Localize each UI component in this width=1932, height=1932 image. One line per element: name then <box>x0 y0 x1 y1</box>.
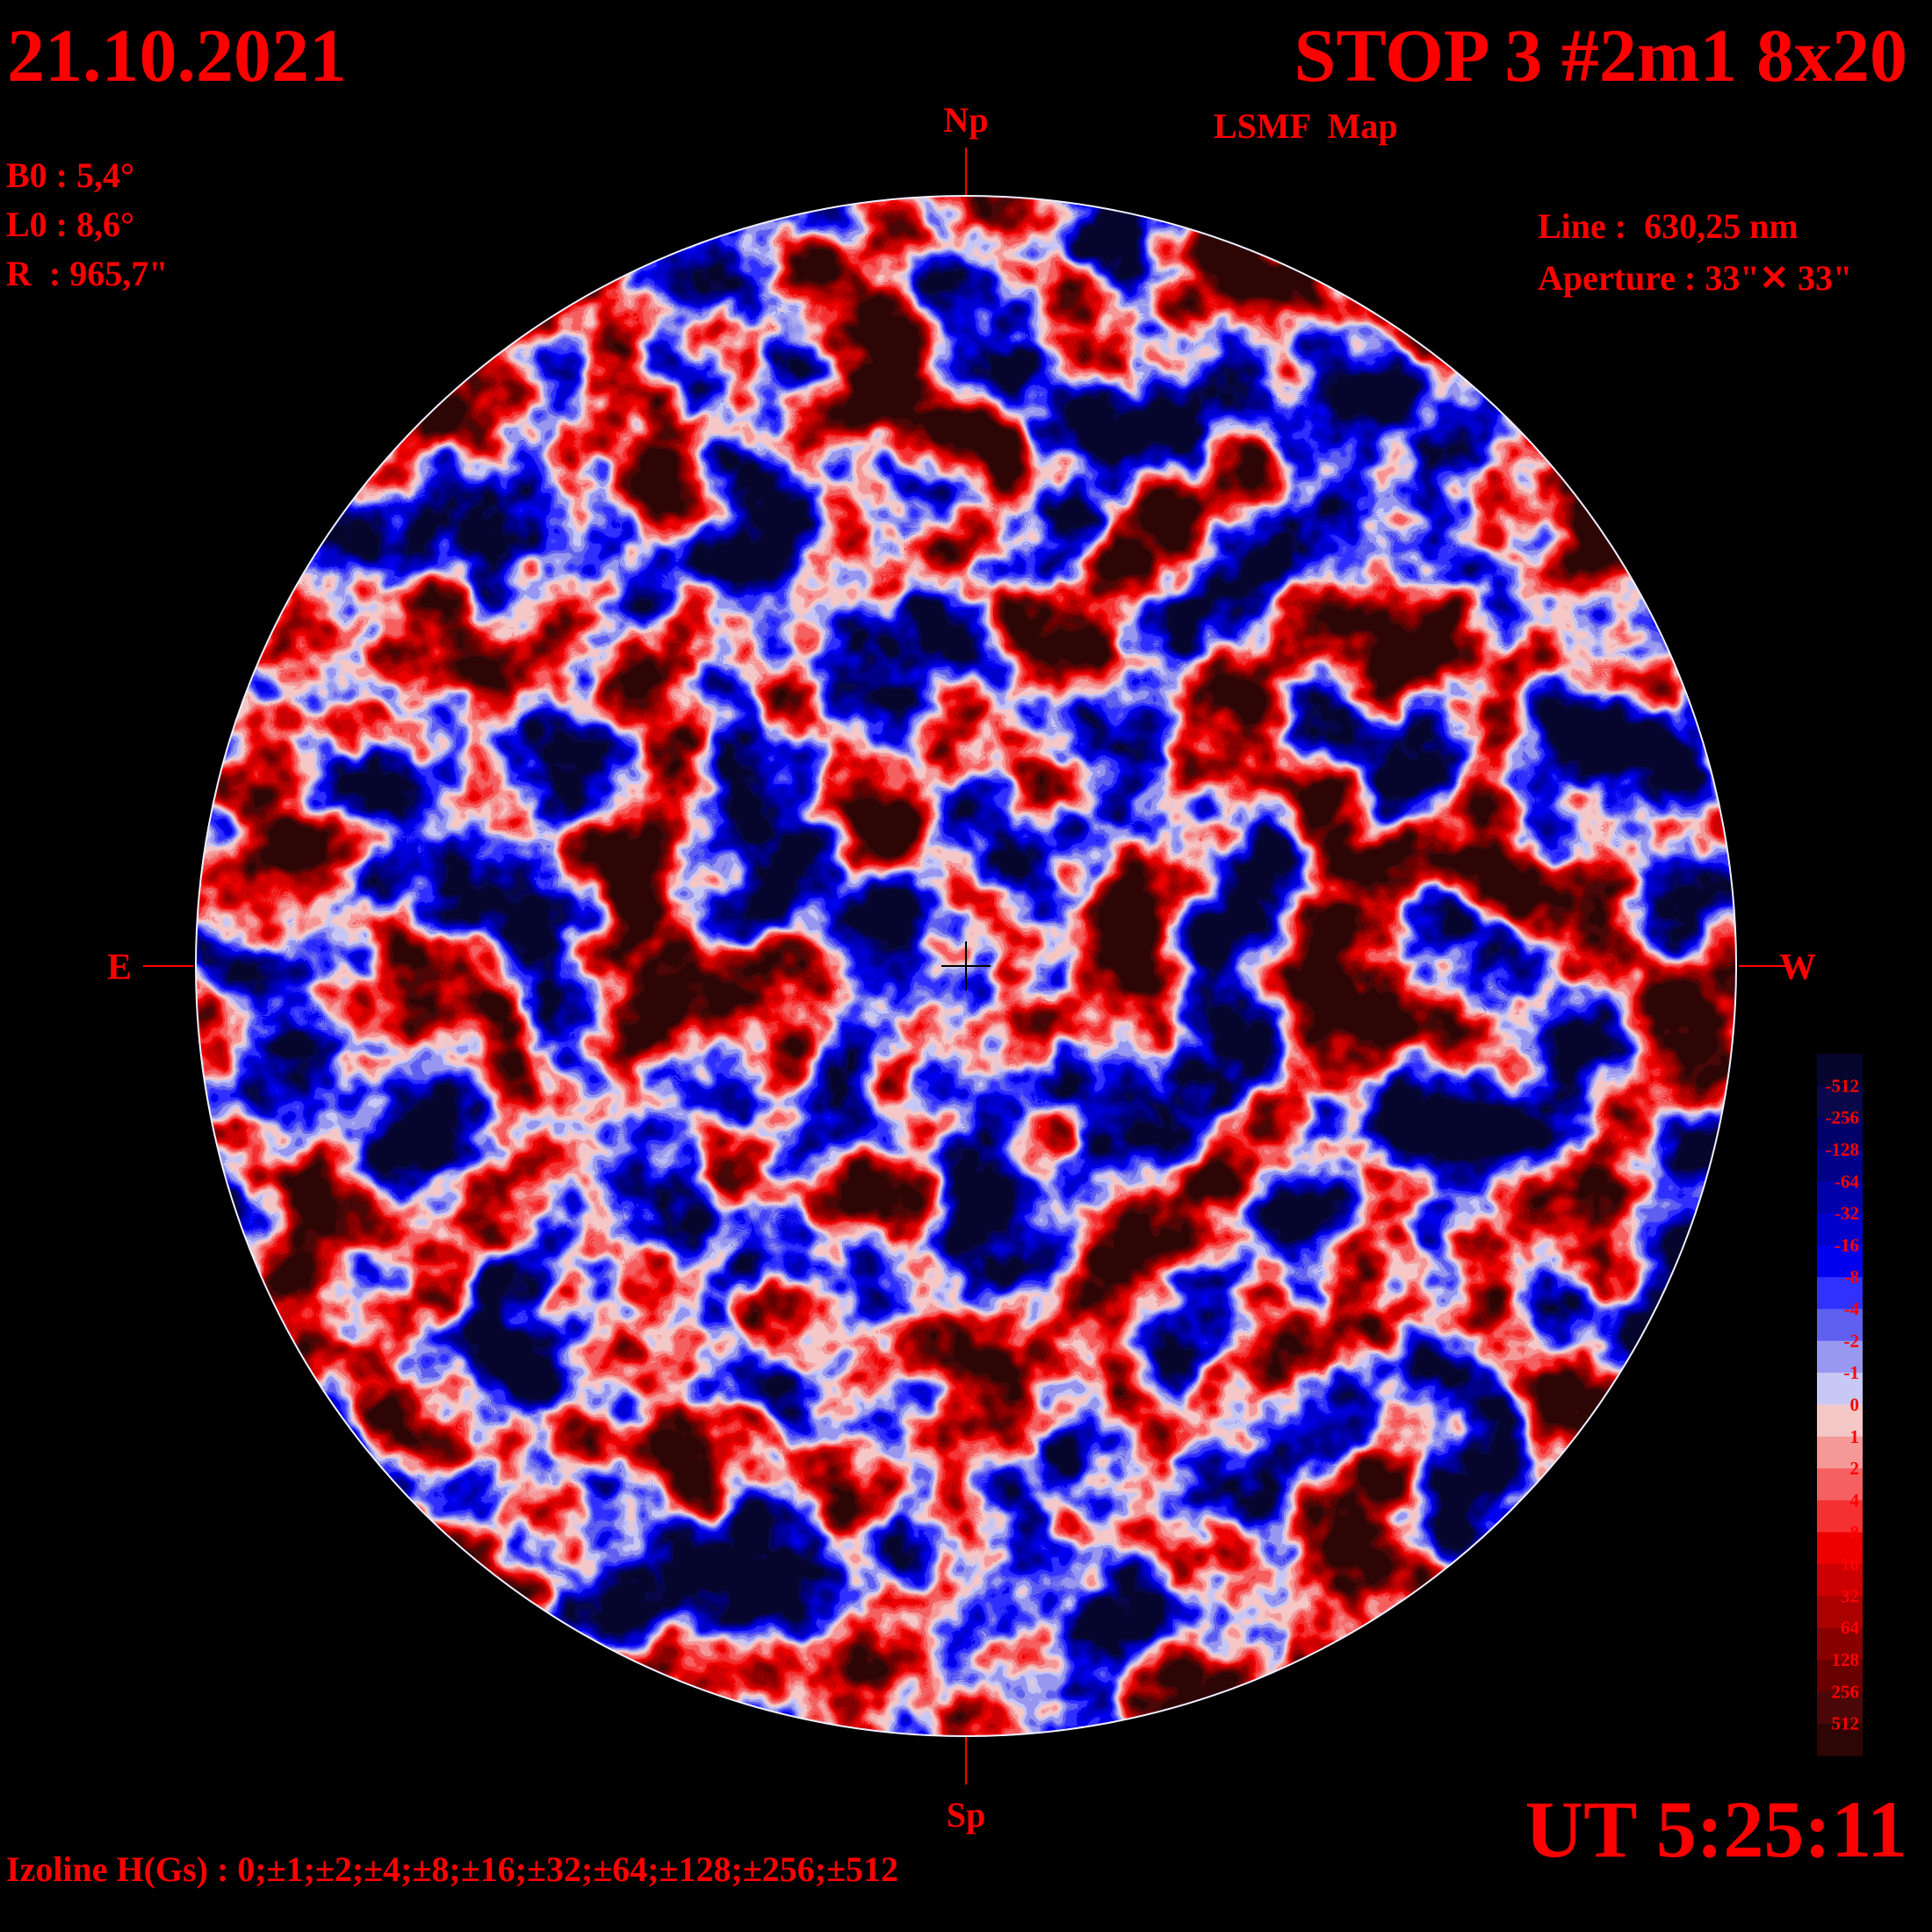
legend-swatch <box>1817 1500 1863 1533</box>
south-label: Sp <box>947 1795 986 1835</box>
legend-swatch <box>1817 1308 1863 1342</box>
title: STOP 3 #2m1 8x20 <box>1294 13 1907 97</box>
east-label: E <box>107 948 132 988</box>
legend-swatch <box>1817 1596 1863 1629</box>
legend-swatch <box>1817 1660 1863 1692</box>
legend-swatch <box>1817 1436 1863 1469</box>
legend-label: -8 <box>1844 1266 1860 1287</box>
legend-swatch <box>1817 1404 1863 1438</box>
instrument: Aperture : 33"✕ 33" <box>1538 258 1852 298</box>
legend-swatch <box>1817 1723 1863 1756</box>
legend-swatch <box>1817 1564 1863 1597</box>
subtitle: LSMF Map <box>1214 106 1398 146</box>
north-label: Np <box>943 100 988 140</box>
legend-swatch <box>1817 1181 1863 1215</box>
legend-label: 32 <box>1841 1585 1859 1606</box>
ut-time: UT 5:25:11 <box>1525 1784 1907 1874</box>
legend-label: 64 <box>1841 1618 1860 1639</box>
west-label: W <box>1779 948 1816 988</box>
center-cross <box>941 941 991 991</box>
legend-label: -16 <box>1835 1235 1859 1256</box>
legend-label: 8 <box>1850 1522 1860 1543</box>
legend-swatch <box>1817 1277 1863 1310</box>
legend-label: 2 <box>1850 1458 1860 1479</box>
legend-label: -512 <box>1826 1075 1860 1096</box>
legend-swatch <box>1817 1691 1863 1725</box>
instrument: Line : 630,25 nm <box>1538 206 1799 246</box>
legend-swatch <box>1817 1244 1863 1278</box>
legend-label: -32 <box>1835 1203 1859 1224</box>
legend-label: -128 <box>1826 1139 1860 1160</box>
legend-swatch <box>1817 1213 1863 1246</box>
legend-swatch <box>1817 1532 1863 1565</box>
param: L0 : 8,6° <box>6 205 134 244</box>
legend-label: -2 <box>1844 1330 1860 1352</box>
legend-label: 4 <box>1850 1489 1860 1510</box>
legend-swatch <box>1817 1627 1863 1661</box>
legend-label: -1 <box>1844 1362 1860 1383</box>
legend-swatch <box>1817 1373 1863 1405</box>
legend-label: 256 <box>1832 1681 1860 1702</box>
legend-label: 1 <box>1850 1426 1860 1447</box>
legend-swatch <box>1817 1149 1863 1182</box>
legend-label: 512 <box>1832 1713 1860 1734</box>
legend-label: -4 <box>1844 1299 1860 1320</box>
param: R : 965,7" <box>6 254 168 293</box>
legend-swatch <box>1817 1054 1863 1086</box>
disk-limb <box>195 195 1737 1737</box>
color-legend: -512 -256 -128 -64 -32 -16 -8 -4 -2 -1 0 1 2 4 8 16 32 64… <box>1817 1054 1863 1756</box>
legend-label: -256 <box>1826 1107 1860 1128</box>
axis-ticks <box>143 148 1789 1784</box>
legend-swatch <box>1817 1340 1863 1373</box>
legend-label: 0 <box>1850 1395 1860 1416</box>
legend-label: 16 <box>1841 1554 1859 1575</box>
date: 21.10.2021 <box>7 13 347 97</box>
legend-label: 128 <box>1832 1649 1860 1670</box>
legend-swatch <box>1817 1468 1863 1501</box>
legend-label: -64 <box>1835 1171 1859 1192</box>
legend-swatch <box>1817 1117 1863 1150</box>
izoline: Izoline H(Gs) : 0;±1;±2;±4;±8;±16;±32;±6… <box>6 1849 898 1889</box>
legend-swatch <box>1817 1085 1863 1119</box>
param: B0 : 5,4° <box>6 155 134 195</box>
